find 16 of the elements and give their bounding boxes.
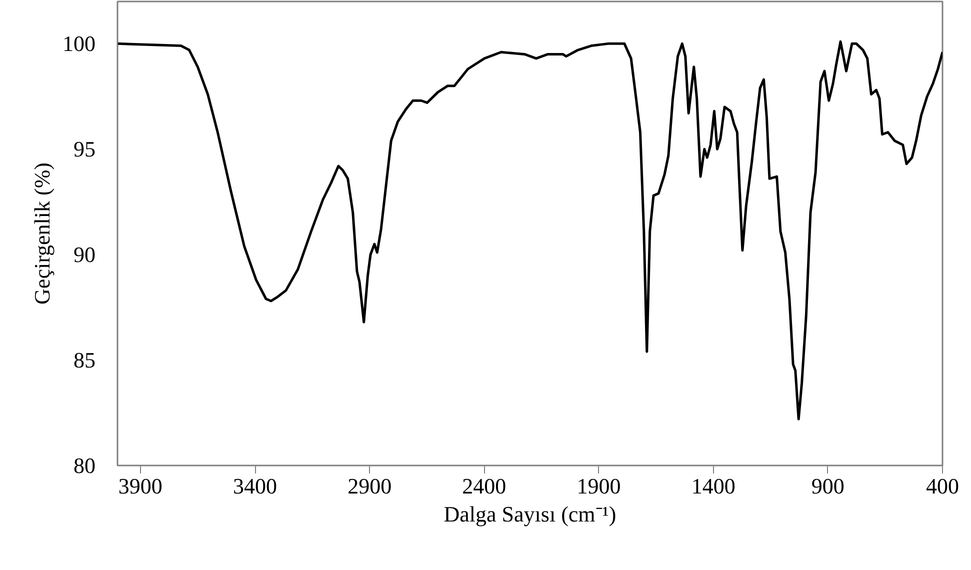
x-tick-label: 400 <box>926 474 959 498</box>
x-tick-label: 3900 <box>118 474 162 498</box>
y-tick-label: 90 <box>74 242 96 268</box>
y-tick-label: 100 <box>62 31 96 56</box>
y-axis-title: Geçirgenlik (%) <box>30 162 54 304</box>
x-tick-label: 900 <box>811 474 844 498</box>
y-tick-label: 85 <box>74 348 96 373</box>
x-tick-label: 3400 <box>233 474 277 498</box>
x-tick-label: 1400 <box>691 474 736 498</box>
y-tick-label: 80 <box>74 453 96 478</box>
x-tick-label: 1900 <box>576 474 621 498</box>
y-tick-label: 95 <box>74 136 96 162</box>
x-axis-title: Dalga Sayısı (cm⁻¹) <box>444 502 616 526</box>
x-tick-label: 2900 <box>348 474 392 498</box>
x-tick-label: 2400 <box>462 474 506 498</box>
line-series <box>118 40 942 420</box>
